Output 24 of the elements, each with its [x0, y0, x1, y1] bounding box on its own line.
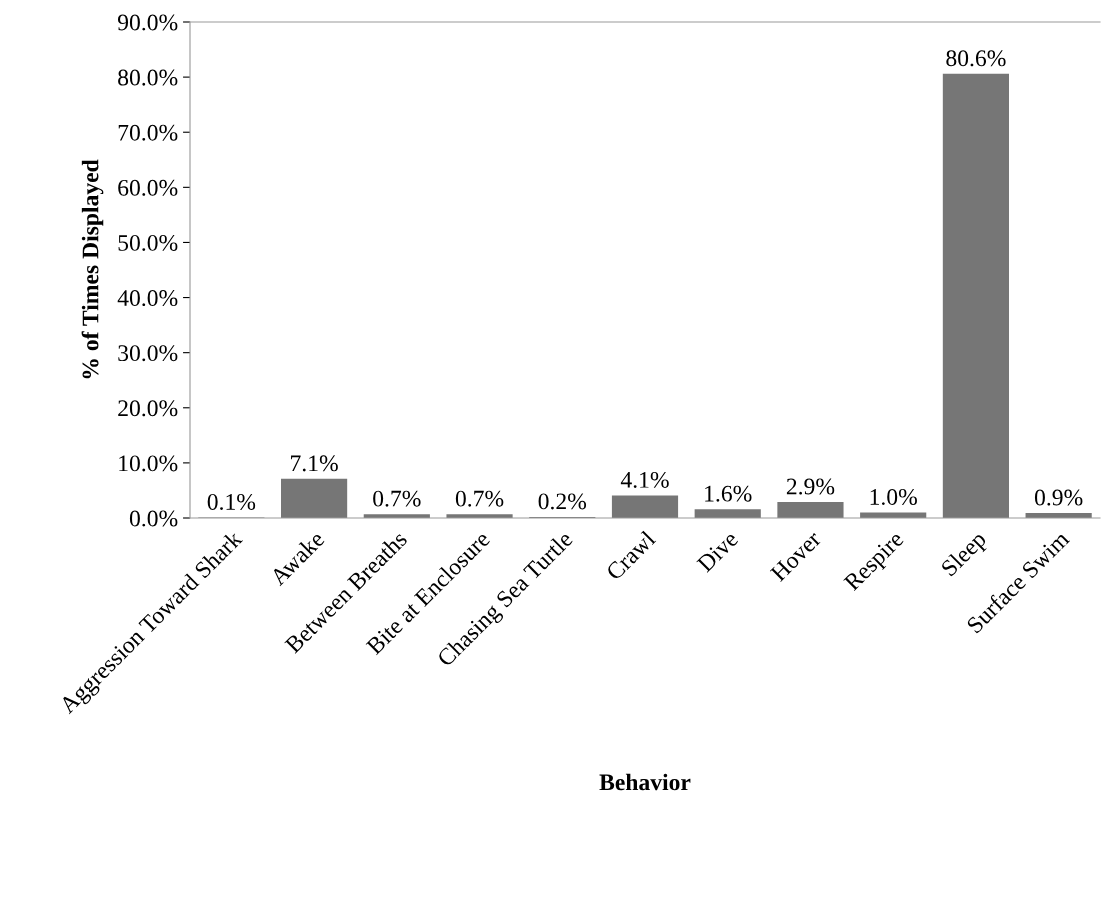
y-tick-label: 10.0% — [119, 455, 178, 472]
x-tick-label: Dive — [696, 530, 739, 573]
data-label: 0.7% — [455, 490, 504, 507]
y-tick-label: 20.0% — [118, 400, 178, 417]
data-label: 0.9% — [1034, 489, 1083, 506]
data-label: 1.6% — [705, 485, 752, 502]
y-tick-label: 90.0% — [117, 14, 178, 31]
data-label: 4.1% — [620, 471, 669, 488]
x-axis-title: Behavior — [599, 773, 691, 791]
y-tick-label: 60.0% — [118, 179, 178, 196]
data-label: 7.1% — [291, 455, 338, 472]
y-tick-label: 0.0% — [129, 510, 178, 527]
data-label: 0.1% — [207, 493, 256, 510]
data-label: 0.2% — [538, 493, 587, 510]
y-axis-title: % of Times Displayed — [81, 159, 104, 379]
y-tick-label: 70.0% — [118, 124, 178, 141]
y-tick-label: 40.0% — [117, 290, 178, 307]
y-tick-label: 50.0% — [118, 234, 178, 251]
data-label: 0.7% — [373, 490, 421, 507]
y-tick-label: 80.0% — [118, 69, 178, 86]
y-tick-label: 30.0% — [118, 345, 178, 362]
data-label: 80.6% — [946, 50, 1006, 67]
data-label: 2.9% — [786, 478, 835, 495]
data-label: 1.0% — [870, 488, 917, 506]
